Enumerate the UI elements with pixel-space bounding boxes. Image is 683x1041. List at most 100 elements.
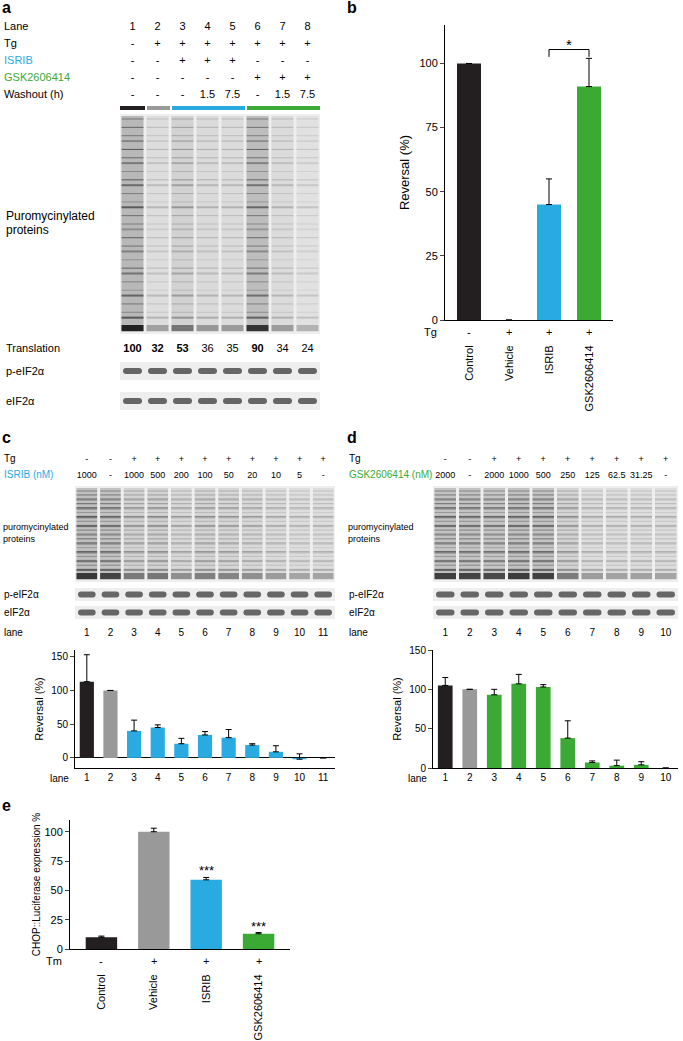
svg-text:lane: lane	[4, 627, 23, 638]
svg-text:+: +	[565, 454, 570, 464]
svg-text:5: 5	[179, 627, 185, 638]
svg-text:10: 10	[271, 470, 281, 480]
svg-text:Tm: Tm	[46, 955, 62, 967]
svg-text:+: +	[614, 454, 619, 464]
svg-text:Translation: Translation	[6, 342, 60, 354]
svg-text:+: +	[254, 71, 260, 83]
svg-text:eIF2α: eIF2α	[4, 607, 30, 618]
svg-text:+: +	[202, 454, 207, 464]
svg-text:4: 4	[516, 627, 522, 638]
svg-text:9: 9	[638, 627, 644, 638]
svg-text:+: +	[250, 454, 255, 464]
svg-text:p-eIF2α: p-eIF2α	[349, 589, 384, 600]
svg-text:puromycinylated: puromycinylated	[348, 522, 414, 532]
svg-text:34: 34	[276, 342, 288, 354]
svg-text:+: +	[506, 326, 512, 338]
svg-text:10: 10	[294, 772, 306, 783]
svg-text:+: +	[586, 326, 592, 338]
svg-text:Reversal (%): Reversal (%)	[391, 677, 403, 741]
svg-text:p-eIF2α: p-eIF2α	[6, 365, 45, 377]
svg-text:8: 8	[614, 772, 620, 783]
svg-text:-: -	[131, 37, 135, 49]
svg-text:+: +	[204, 54, 210, 66]
svg-text:+: +	[639, 454, 644, 464]
svg-text:6: 6	[202, 627, 208, 638]
svg-text:+: +	[254, 37, 260, 49]
svg-text:0: 0	[57, 943, 63, 955]
svg-text:-: -	[281, 54, 285, 66]
svg-text:p-eIF2α: p-eIF2α	[4, 589, 39, 600]
svg-text:8: 8	[249, 627, 255, 638]
svg-text:1000: 1000	[124, 470, 144, 480]
svg-text:31.25: 31.25	[630, 470, 653, 480]
svg-text:6: 6	[565, 627, 571, 638]
svg-text:3: 3	[491, 772, 497, 783]
svg-text:proteins: proteins	[6, 223, 49, 237]
svg-text:***: ***	[251, 919, 266, 934]
svg-text:1: 1	[84, 772, 90, 783]
svg-text:0: 0	[432, 314, 438, 326]
svg-text:200: 200	[174, 470, 189, 480]
svg-text:2: 2	[108, 627, 114, 638]
svg-text:proteins: proteins	[3, 534, 36, 544]
svg-text:-: -	[85, 454, 88, 464]
svg-text:lane: lane	[349, 627, 368, 638]
svg-text:+: +	[304, 71, 310, 83]
svg-text:+: +	[297, 454, 302, 464]
svg-text:Washout (h): Washout (h)	[4, 88, 64, 100]
svg-text:+: +	[229, 37, 235, 49]
svg-text:+: +	[256, 955, 262, 967]
svg-text:+: +	[546, 326, 552, 338]
svg-text:-: -	[109, 470, 112, 480]
svg-text:11: 11	[318, 627, 329, 638]
svg-text:5: 5	[229, 20, 235, 32]
svg-text:-: -	[131, 71, 135, 83]
svg-text:-: -	[444, 454, 447, 464]
svg-text:75: 75	[51, 855, 63, 867]
svg-text:-: -	[467, 326, 471, 338]
svg-text:GSK2606414: GSK2606414	[583, 345, 595, 411]
svg-text:lane: lane	[408, 773, 427, 784]
svg-text:25: 25	[51, 914, 63, 926]
svg-text:+: +	[203, 955, 209, 967]
svg-text:7.5: 7.5	[300, 88, 315, 100]
svg-text:35: 35	[226, 342, 238, 354]
svg-text:ISRIB (nM): ISRIB (nM)	[4, 469, 53, 480]
svg-text:75: 75	[426, 121, 438, 133]
svg-text:9: 9	[273, 627, 279, 638]
svg-text:4: 4	[516, 772, 522, 783]
svg-text:50: 50	[224, 470, 234, 480]
svg-text:-: -	[156, 54, 160, 66]
svg-text:5: 5	[297, 470, 302, 480]
svg-text:50: 50	[57, 719, 69, 730]
svg-text:eIF2α: eIF2α	[349, 607, 375, 618]
svg-text:100: 100	[123, 342, 141, 354]
svg-text:6: 6	[254, 20, 260, 32]
svg-text:+: +	[151, 955, 157, 967]
svg-text:proteins: proteins	[348, 534, 381, 544]
svg-text:-: -	[181, 71, 185, 83]
svg-text:GSK2606414 (nM): GSK2606414 (nM)	[349, 469, 432, 480]
svg-text:8: 8	[304, 20, 310, 32]
svg-text:-: -	[468, 454, 471, 464]
svg-text:9: 9	[638, 772, 644, 783]
svg-text:*: *	[566, 36, 572, 53]
svg-text:+: +	[179, 54, 185, 66]
svg-text:+: +	[179, 37, 185, 49]
svg-text:-: -	[256, 88, 260, 100]
svg-text:+: +	[131, 454, 136, 464]
svg-text:50: 50	[415, 723, 427, 734]
svg-text:100: 100	[197, 470, 212, 480]
svg-text:***: ***	[199, 863, 214, 878]
svg-text:Reversal (%): Reversal (%)	[33, 677, 45, 741]
svg-text:25: 25	[426, 250, 438, 262]
svg-text:1.5: 1.5	[275, 88, 290, 100]
svg-text:+: +	[204, 37, 210, 49]
svg-text:+: +	[492, 454, 497, 464]
svg-text:5: 5	[540, 772, 546, 783]
svg-text:-: -	[156, 88, 160, 100]
svg-text:-: -	[664, 470, 667, 480]
svg-text:7: 7	[279, 20, 285, 32]
svg-text:250: 250	[560, 470, 575, 480]
svg-text:-: -	[468, 470, 471, 480]
